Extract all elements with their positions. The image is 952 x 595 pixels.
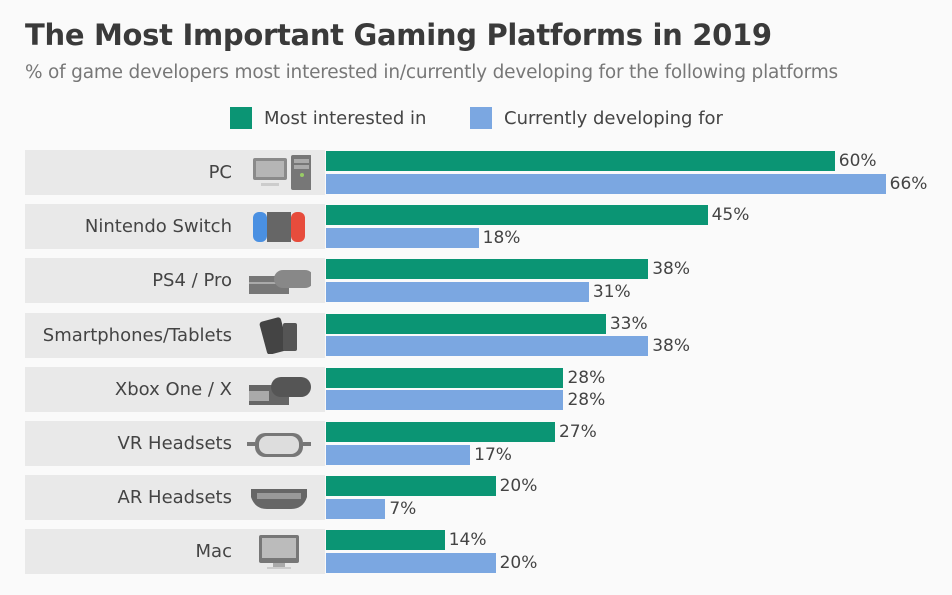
data-label: 14% (448, 530, 487, 551)
category-label: Nintendo Switch (84, 216, 232, 238)
category-row: VR Headsets (25, 421, 325, 466)
data-label: 45% (711, 205, 750, 226)
data-label: 20% (499, 552, 538, 573)
legend-swatch-interested (230, 107, 252, 129)
bar-interested (326, 367, 564, 388)
vr-headset-icon (247, 433, 311, 457)
ar-headset-icon (251, 489, 307, 510)
bar-developing (326, 281, 589, 302)
data-label: 33% (609, 313, 648, 334)
legend-swatch-developing (470, 107, 492, 129)
data-label: 7% (389, 498, 417, 519)
bar-developing (326, 227, 479, 248)
nintendo-switch-icon (253, 212, 305, 243)
data-label: 38% (652, 259, 691, 280)
data-label: 60% (838, 151, 877, 171)
chart-title: The Most Important Gaming Platforms in 2… (25, 18, 772, 52)
data-label: 28% (567, 367, 606, 388)
category-row: Xbox One / X (25, 366, 325, 412)
data-label: 66% (889, 173, 928, 194)
category-label: PS4 / Pro (152, 270, 232, 292)
category-label: PC (208, 162, 232, 183)
category-label: Xbox One / X (114, 378, 232, 400)
category-row: Mac (25, 529, 325, 575)
bar-interested (326, 259, 649, 280)
bar-developing (326, 336, 649, 357)
data-label: 31% (592, 281, 631, 302)
category-row: Smartphones/Tablets (25, 312, 325, 358)
legend-item-developing: Currently developing for (470, 107, 723, 129)
data-label: 28% (567, 390, 606, 411)
xbox-icon (249, 376, 311, 405)
bar-developing (326, 444, 471, 465)
bar-interested (326, 530, 445, 551)
chart-subtitle: % of game developers most interested in/… (25, 62, 838, 83)
pc-icon (253, 155, 311, 190)
category-row: Nintendo Switch (25, 204, 325, 250)
category-label: Mac (195, 541, 232, 563)
category-label: Smartphones/Tablets (42, 324, 232, 346)
data-label: 38% (652, 336, 691, 357)
bar-developing (326, 552, 496, 573)
bar-developing (326, 498, 386, 519)
legend-label: Currently developing for (504, 107, 723, 129)
category-row: PC (25, 150, 325, 195)
category-row: PS4 / Pro (25, 258, 325, 304)
legend-item-interested: Most interested in (230, 107, 426, 129)
category-label: VR Headsets (117, 433, 233, 454)
legend-label: Most interested in (264, 107, 427, 129)
ps4-icon (249, 270, 311, 295)
data-label: 20% (499, 476, 538, 497)
bar-interested (326, 422, 555, 442)
data-label: 27% (558, 422, 597, 442)
bar-interested (326, 476, 496, 497)
bar-developing (326, 390, 564, 411)
mac-icon (259, 535, 299, 570)
bar-interested (326, 313, 606, 334)
data-label: 17% (474, 444, 512, 465)
category-row: AR Headsets (25, 475, 325, 521)
data-label: 18% (482, 227, 521, 248)
smartphone-tablet-icon (259, 317, 297, 354)
bar-interested (326, 205, 708, 226)
category-label: AR Headsets (117, 487, 233, 509)
bar-developing (326, 173, 886, 194)
bar-interested (326, 151, 835, 171)
